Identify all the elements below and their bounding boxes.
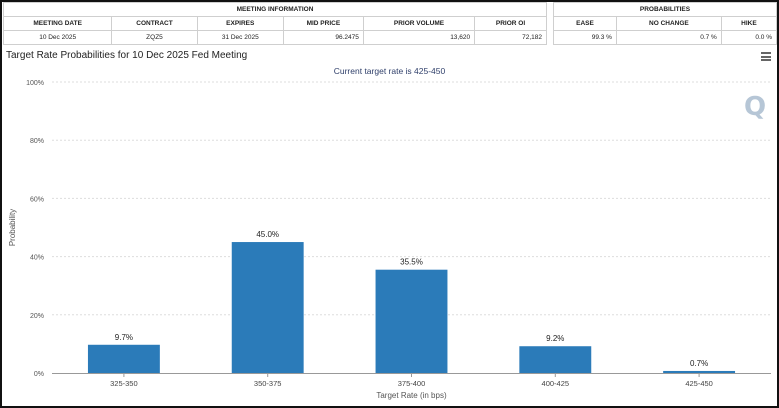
bar: [519, 346, 592, 373]
y-tick-label: 20%: [30, 313, 44, 320]
col-ease: EASE: [553, 16, 617, 31]
cell-no-change: 0.7 %: [615, 30, 722, 45]
chart-subtitle: Current target rate is 425-450: [333, 66, 446, 76]
col-mid-price: MID PRICE: [282, 16, 364, 31]
x-tick-label: 400-425: [542, 379, 570, 388]
x-axis-title: Target Rate (in bps): [376, 391, 447, 400]
data-label: 9.2%: [546, 334, 564, 343]
y-tick-label: 60%: [30, 196, 44, 203]
x-tick-label: 325-350: [110, 379, 138, 388]
data-label: 9.7%: [115, 333, 133, 342]
cell-prior-oi: 72,182: [474, 30, 547, 45]
cell-contract: ZQZ5: [111, 30, 198, 45]
cell-mid-price: 96.2475: [282, 30, 364, 45]
chart-title: Target Rate Probabilities for 10 Dec 202…: [6, 50, 248, 61]
y-tick-label: 0%: [34, 371, 44, 378]
table-row: 10 Dec 2025 ZQZ5 31 Dec 2025 96.2475 13,…: [2, 30, 547, 45]
y-axis-title: Probability: [8, 209, 17, 246]
bar: [231, 242, 304, 373]
x-tick-label: 350-375: [254, 379, 282, 388]
col-contract: CONTRACT: [111, 16, 198, 31]
col-prior-oi: PRIOR OI: [474, 16, 547, 31]
bar: [375, 269, 448, 373]
cell-expires: 31 Dec 2025: [196, 30, 284, 45]
meeting-information-table: MEETING INFORMATION MEETING DATE CONTRAC…: [2, 2, 547, 45]
x-tick-label: 375-400: [398, 379, 426, 388]
x-tick-label: 425-450: [685, 379, 713, 388]
bar: [663, 370, 736, 373]
y-tick-label: 80%: [30, 138, 44, 145]
data-label: 45.0%: [256, 230, 279, 239]
y-tick-label: 40%: [30, 255, 44, 262]
cell-ease: 99.3 %: [553, 30, 617, 45]
probabilities-table: PROBABILITIES EASE NO CHANGE HIKE 99.3 %…: [553, 2, 778, 45]
cell-hike: 0.0 %: [720, 30, 778, 45]
table-row: 99.3 % 0.7 % 0.0 %: [553, 30, 778, 45]
data-label: 35.5%: [400, 258, 423, 267]
probabilities-header: PROBABILITIES: [553, 2, 777, 17]
meeting-information-header: MEETING INFORMATION: [3, 2, 547, 17]
col-meeting-date: MEETING DATE: [2, 16, 113, 31]
q-logo-icon: Q: [744, 92, 767, 122]
hamburger-menu-icon[interactable]: [761, 52, 771, 61]
y-tick-label: 100%: [26, 80, 44, 87]
cell-prior-volume: 13,620: [362, 30, 476, 45]
bar: [87, 344, 160, 373]
col-no-change: NO CHANGE: [615, 16, 722, 31]
col-prior-volume: PRIOR VOLUME: [362, 16, 476, 31]
data-label: 0.7%: [690, 359, 708, 368]
